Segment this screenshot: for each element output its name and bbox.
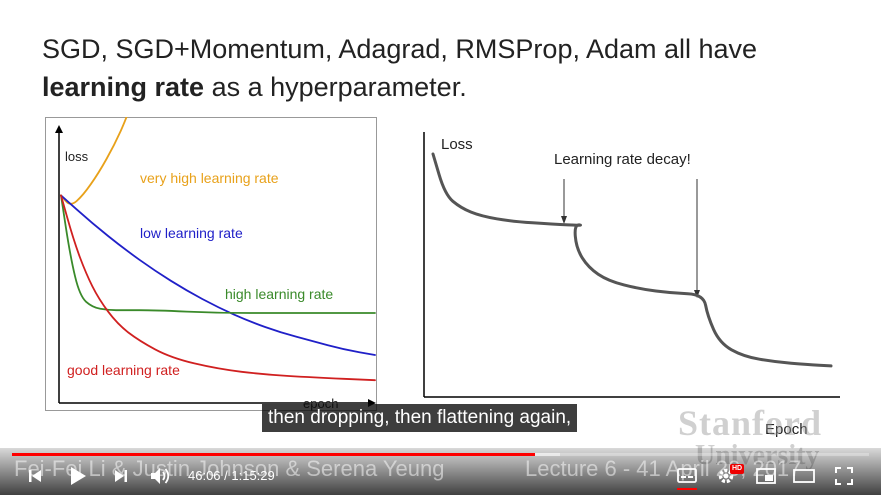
x-axis-label: Epoch xyxy=(765,421,808,438)
series-label-good: good learning rate xyxy=(67,362,180,378)
volume-button[interactable] xyxy=(146,460,176,492)
lr-decay-chart: Loss Learning rate decay! Epoch xyxy=(423,132,840,438)
subtitles-active-indicator xyxy=(677,488,697,490)
good-lr-line xyxy=(60,194,376,382)
high-lr-line xyxy=(60,194,376,314)
series-label-low: low learning rate xyxy=(140,225,243,241)
miniplayer-button[interactable] xyxy=(752,460,780,492)
next-button[interactable] xyxy=(108,460,134,492)
volume-icon xyxy=(151,468,170,484)
learning-rate-chart: loss epoch very high learning rate low l… xyxy=(45,117,377,411)
series-label-high: high learning rate xyxy=(225,286,333,302)
theater-mode-button[interactable] xyxy=(790,460,818,492)
slide-title-bold: learning rate xyxy=(42,72,205,102)
progress-played xyxy=(12,453,535,456)
fullscreen-button[interactable] xyxy=(830,460,858,492)
play-button[interactable] xyxy=(62,460,94,492)
previous-button[interactable] xyxy=(22,460,48,492)
progress-bar[interactable] xyxy=(12,453,869,456)
slide-footer-lecture: Lecture 6 - 41 April 20, 2017 xyxy=(525,456,802,481)
very-high-lr-line xyxy=(60,117,128,205)
time-display: 46:06 / 1:15:29 xyxy=(188,468,275,483)
fullscreen-icon xyxy=(835,467,853,485)
y-axis-label: loss xyxy=(65,149,89,164)
hd-badge: HD xyxy=(730,464,745,474)
gear-icon xyxy=(718,468,734,484)
miniplayer-icon xyxy=(756,468,776,484)
theater-icon xyxy=(793,469,815,483)
slide-footer-authors: Fei-Fei Li & Justin Johnson & Serena Yeu… xyxy=(14,456,445,481)
stanford-watermark: Stanford xyxy=(678,403,823,443)
loss-curve-line xyxy=(431,152,833,368)
play-icon xyxy=(71,467,86,485)
low-lr-line xyxy=(60,194,376,356)
y-axis-arrow xyxy=(55,125,63,133)
series-label-very-high: very high learning rate xyxy=(140,170,279,186)
decay-arrow-1-head xyxy=(561,216,567,224)
chart-frame xyxy=(45,117,377,411)
slide-title-rest: as a hyperparameter. xyxy=(204,72,467,102)
annotation-text: Learning rate decay! xyxy=(554,151,691,168)
previous-icon xyxy=(29,470,41,482)
subtitles-icon xyxy=(677,468,697,483)
player-controls: 46:06 / 1:15:29 HD xyxy=(0,460,881,495)
subtitle-caption: then dropping, then flattening again, xyxy=(262,404,578,432)
y-axis-label: Loss xyxy=(441,136,473,153)
next-icon xyxy=(115,470,127,482)
slide-title-line1: SGD, SGD+Momentum, Adagrad, RMSProp, Ada… xyxy=(42,34,758,64)
subtitles-button[interactable] xyxy=(674,460,700,492)
slide-title: SGD, SGD+Momentum, Adagrad, RMSProp, Ada… xyxy=(42,30,862,106)
settings-button[interactable] xyxy=(712,460,740,492)
